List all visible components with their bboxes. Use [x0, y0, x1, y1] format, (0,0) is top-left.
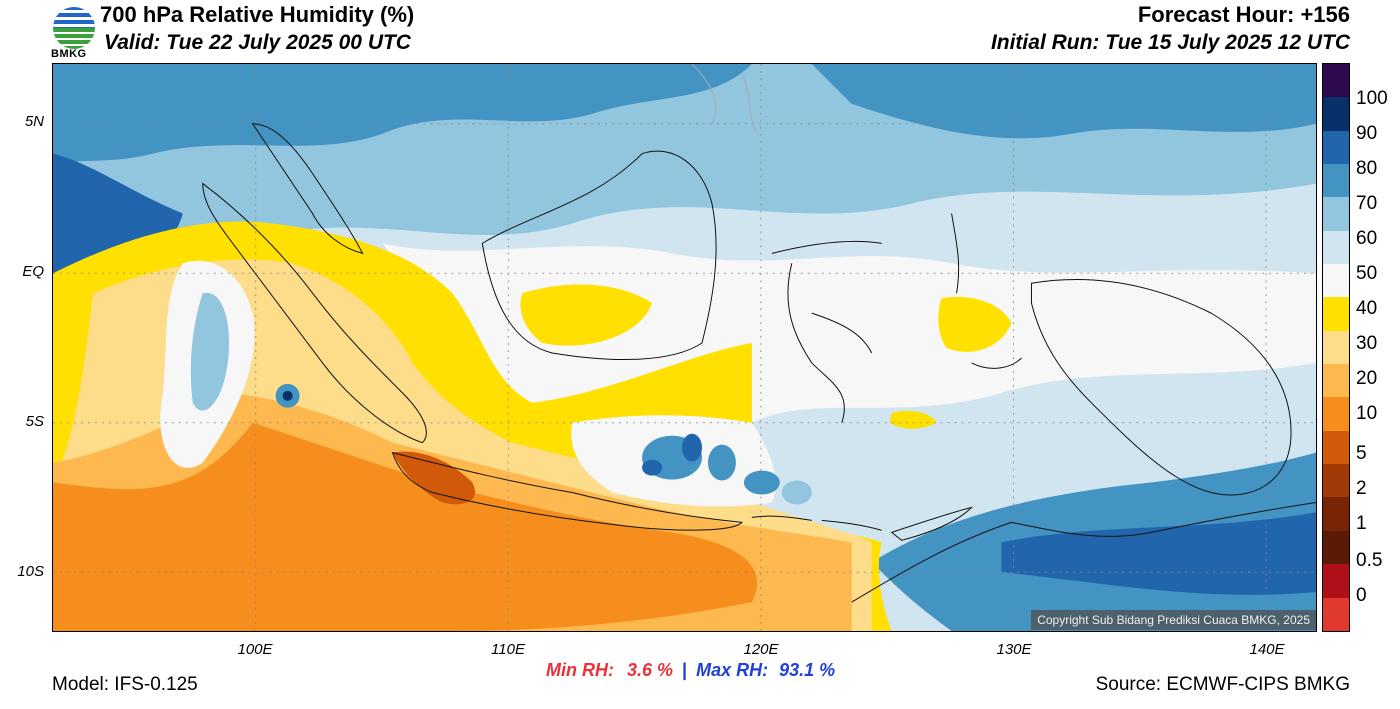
colorbar-segment [1323, 597, 1349, 631]
colorbar [1322, 63, 1350, 632]
min-max-separator: | [682, 660, 688, 680]
colorbar-label: 2 [1356, 478, 1367, 499]
colorbar-label: 1 [1356, 513, 1367, 534]
lon-label-110e: 110E [491, 641, 525, 658]
colorbar-segment [1323, 197, 1349, 231]
colorbar-segment [1323, 230, 1349, 265]
colorbar-label: 60 [1356, 228, 1378, 249]
colorbar-segment [1323, 297, 1349, 331]
lat-label-5s: 5S [25, 413, 44, 430]
colorbar-label: 70 [1356, 193, 1378, 214]
forecast-hour: Forecast Hour: +156 [1137, 2, 1350, 27]
colorbar-segment [1323, 97, 1349, 131]
humidity-map[interactable] [52, 63, 1317, 632]
colorbar-segment [1323, 564, 1349, 598]
lat-label-10s: 10S [17, 563, 44, 580]
colorbar-segment [1323, 364, 1349, 398]
colorbar-label: 100 [1356, 88, 1388, 109]
initial-run: Initial Run: Tue 15 July 2025 12 UTC [990, 31, 1350, 54]
model-label: Model: IFS-0.125 [52, 674, 198, 695]
copyright-notice: Copyright Sub Bidang Prediksi Cuaca BMKG… [1031, 610, 1316, 630]
colorbar-segment [1323, 430, 1349, 465]
lat-label-5n: 5N [24, 113, 44, 130]
colorbar-label: 10 [1356, 403, 1378, 424]
min-max-summary: Min RH: 3.6 % | Max RH: 93.1 % [546, 660, 835, 681]
colorbar-segment [1323, 264, 1349, 298]
min-rh-label: Min RH: [546, 660, 614, 680]
bmkg-logo-icon [53, 7, 95, 49]
logo-text: BMKG [51, 48, 87, 60]
colorbar-label: 30 [1356, 333, 1378, 354]
colorbar-label: 90 [1356, 123, 1378, 144]
lat-label-eq: EQ [22, 263, 44, 280]
min-rh-value: 3.6 % [627, 660, 674, 680]
colorbar-label: 0.5 [1356, 550, 1383, 571]
max-rh-label: Max RH: [696, 660, 769, 680]
colorbar-segment [1323, 464, 1349, 498]
lon-label-130e: 130E [996, 641, 1032, 658]
colorbar-segment [1323, 64, 1349, 98]
colorbar-label: 20 [1356, 368, 1378, 389]
colorbar-label: 5 [1356, 443, 1367, 464]
lon-label-140e: 140E [1249, 641, 1285, 658]
chart-title: 700 hPa Relative Humidity (%) [100, 2, 415, 27]
colorbar-segment [1323, 497, 1349, 531]
lon-label-120e: 120E [743, 641, 779, 658]
colorbar-label: 40 [1356, 298, 1378, 319]
lon-label-100e: 100E [237, 641, 273, 658]
colorbar-segment [1323, 164, 1349, 198]
max-rh-value: 93.1 % [779, 660, 836, 680]
colorbar-label: 80 [1356, 158, 1378, 179]
valid-time: Valid: Tue 22 July 2025 00 UTC [104, 31, 411, 54]
source-label: Source: ECMWF-CIPS BMKG [1095, 674, 1350, 695]
colorbar-segment [1323, 530, 1349, 565]
colorbar-label: 0 [1356, 585, 1367, 606]
colorbar-label: 50 [1356, 263, 1378, 284]
colorbar-segment [1323, 130, 1349, 165]
colorbar-segment [1323, 397, 1349, 431]
colorbar-segment [1323, 330, 1349, 365]
